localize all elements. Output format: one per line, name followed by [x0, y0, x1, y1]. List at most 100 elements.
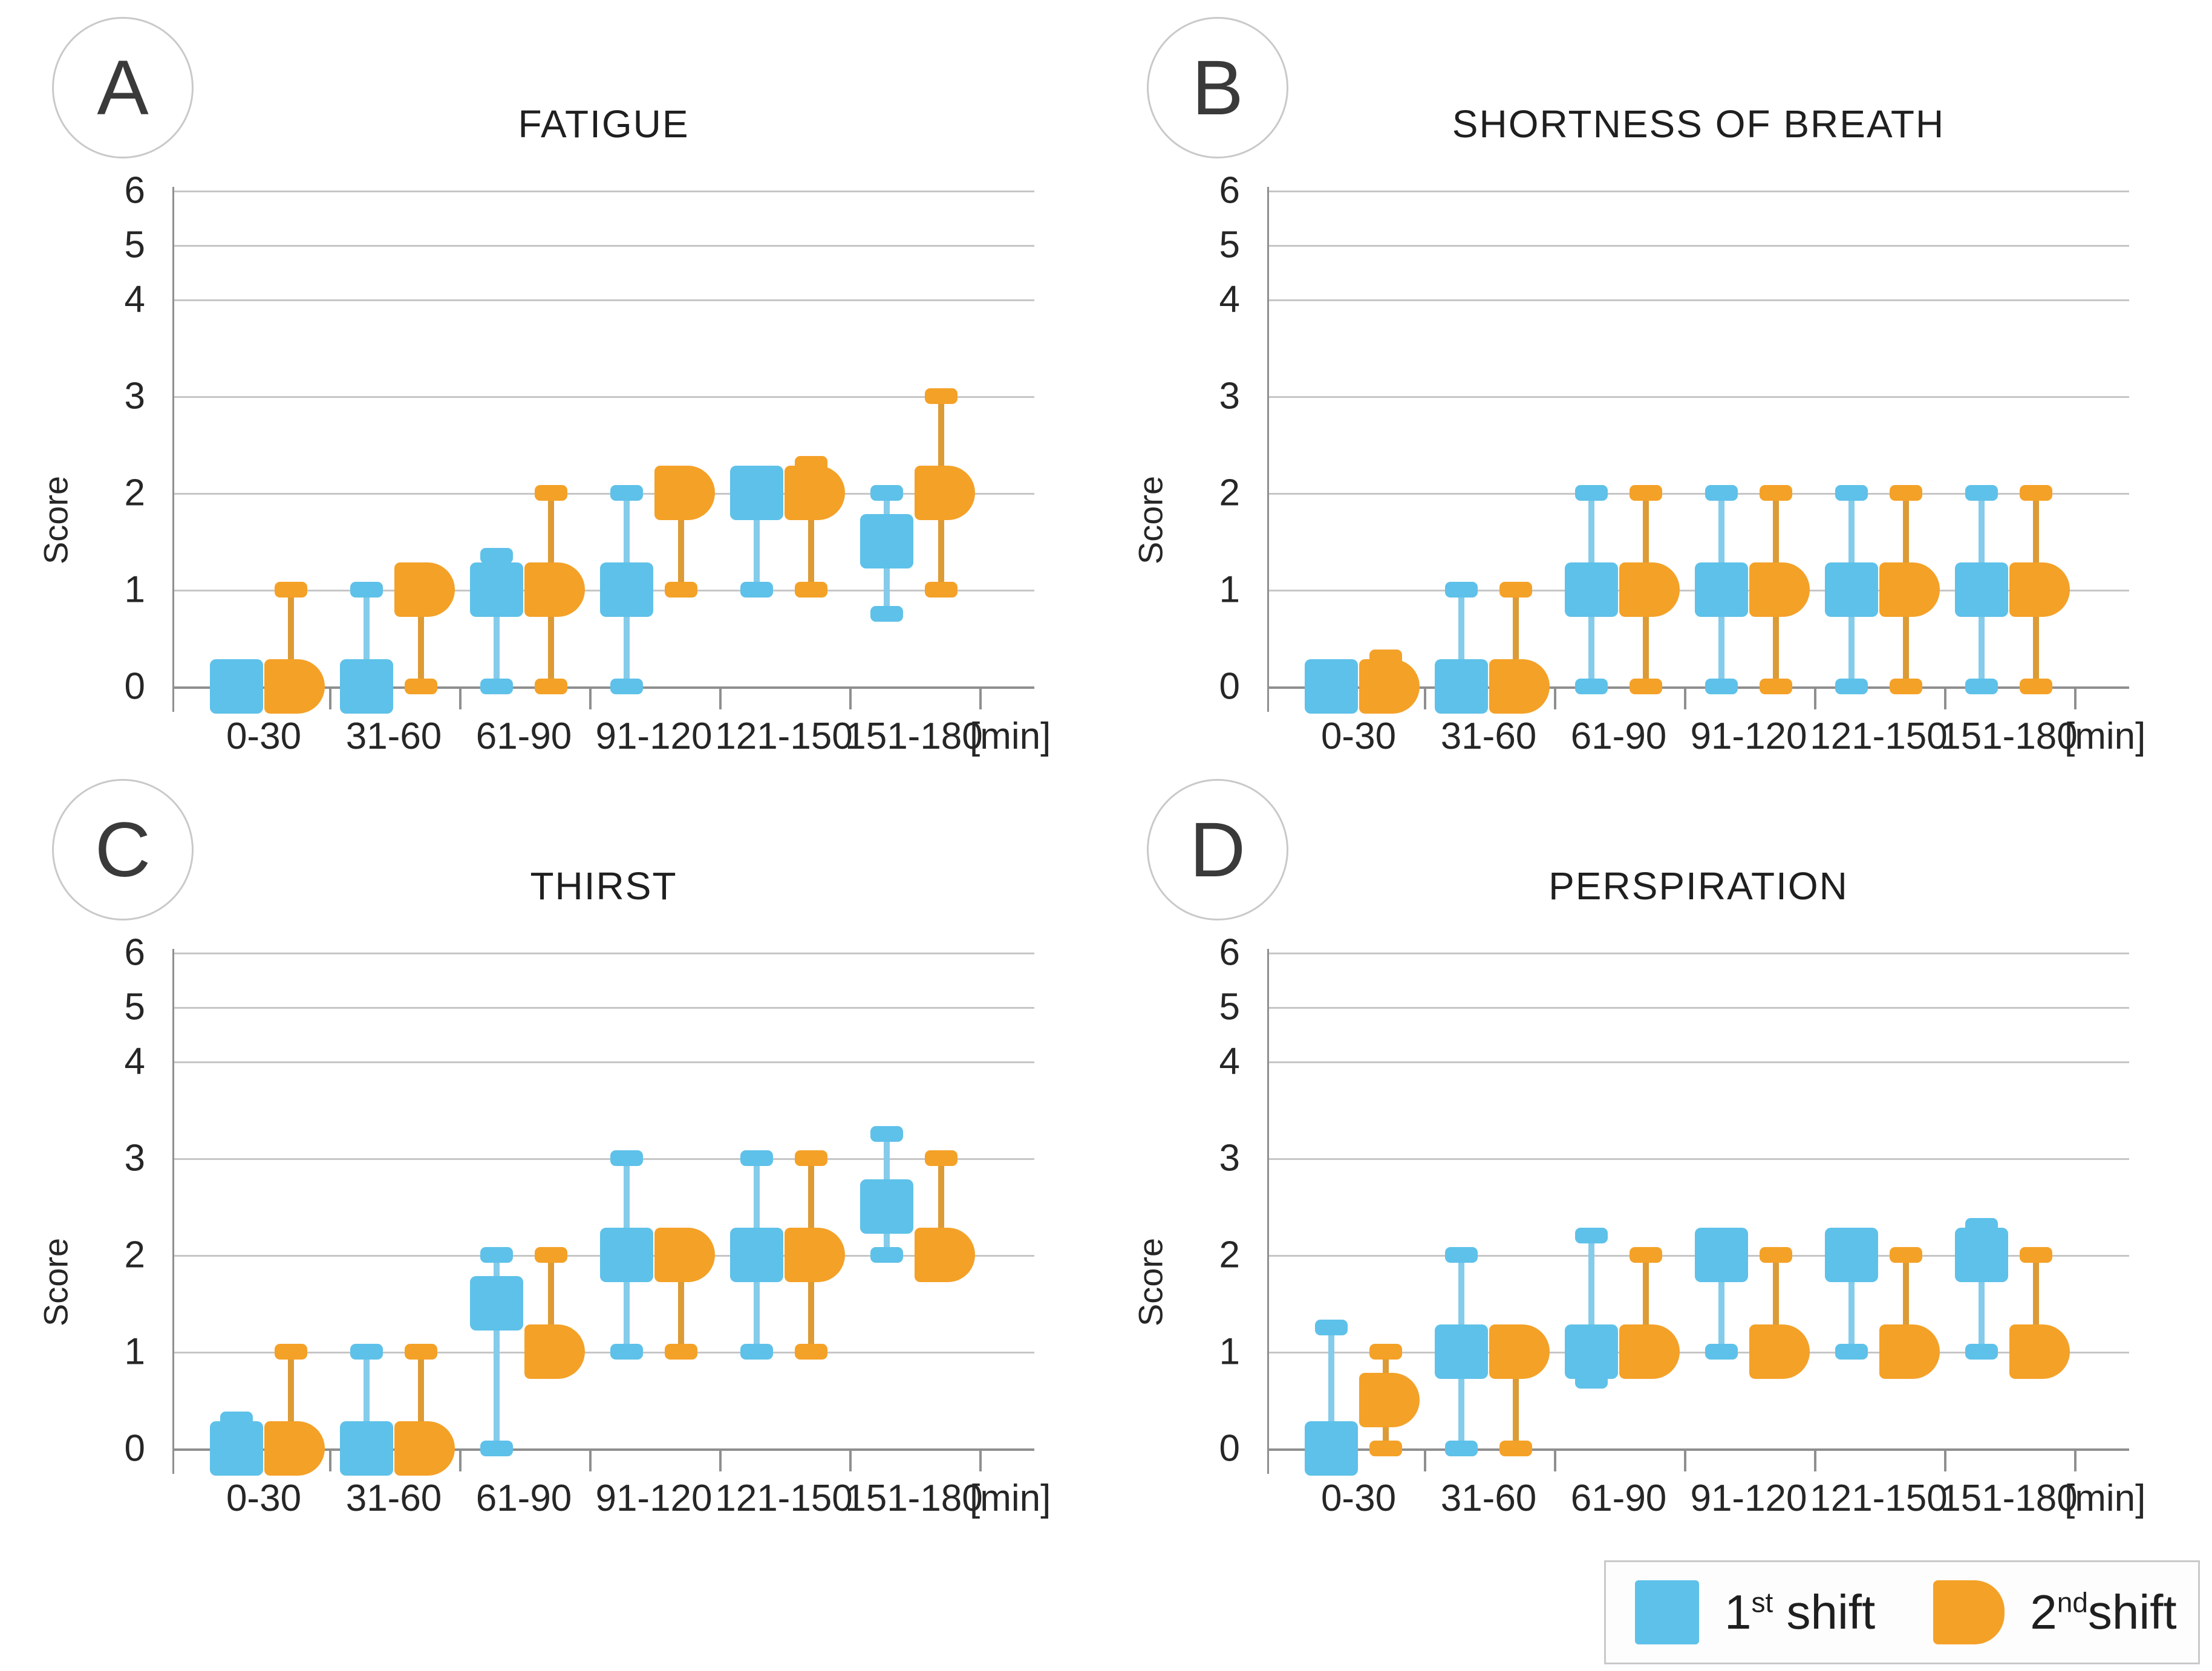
category-label: 91-120	[1690, 1477, 1807, 1519]
category-label: 31-60	[345, 1477, 442, 1519]
panel-shortness-of-breath: B SHORTNESS OF BREATH 0 1 2 3 4 5 6 Score 0-30 31-6…	[1095, 0, 2201, 762]
whisker-cap-second	[1890, 1247, 1922, 1263]
panel-letter: A	[97, 44, 149, 131]
median-box-first	[1305, 1421, 1358, 1476]
y-tick-label: 6	[124, 169, 145, 212]
category-label: 151-180	[1940, 715, 2078, 757]
whisker-cap-second	[2020, 1247, 2052, 1263]
median-box-second	[1359, 1373, 1420, 1427]
whisker-cap-second	[1760, 1247, 1792, 1263]
whisker-cap-second	[275, 1344, 307, 1360]
median-box-first	[210, 1421, 263, 1476]
median-box-first	[1565, 1324, 1618, 1379]
whisker-cap-first	[740, 582, 773, 598]
x-axis-tick	[1554, 1448, 1556, 1471]
x-axis-line	[172, 1448, 1034, 1451]
whisker-cap-first	[1835, 679, 1868, 694]
y-axis-line	[172, 187, 174, 712]
whisker-cap-first	[1965, 1344, 1998, 1360]
x-axis-unit-label: [min]	[2064, 1477, 2146, 1519]
whisker-cap-second	[1630, 485, 1662, 501]
whisker-second	[288, 590, 294, 686]
median-box-first	[470, 1276, 523, 1331]
category-label: 151-180	[845, 1477, 983, 1519]
category-label: 121-150	[715, 715, 853, 757]
gridline	[172, 493, 1034, 495]
median-box-first	[1305, 659, 1358, 714]
panel-letter: C	[94, 806, 151, 893]
x-axis-tick	[849, 686, 852, 709]
median-box-first	[1435, 659, 1488, 714]
median-box-second	[1619, 1324, 1680, 1379]
whisker-second	[938, 1158, 944, 1255]
y-tick-label: 3	[124, 1137, 145, 1179]
median-box-second	[1879, 562, 1940, 617]
legend: 1st shift 2ndshift	[1604, 1560, 2200, 1664]
whisker-cap-first	[350, 1344, 383, 1360]
x-axis-tick	[1814, 1448, 1816, 1471]
gridline	[1267, 953, 2129, 954]
x-axis-tick	[1684, 686, 1686, 709]
y-tick-label: 4	[124, 278, 145, 321]
whisker-cap-second	[1630, 1247, 1662, 1263]
x-axis-tick	[1554, 686, 1556, 709]
x-axis-tick	[1944, 1448, 1946, 1471]
y-tick-label: 3	[124, 375, 145, 417]
gridline	[172, 191, 1034, 192]
y-tick-label: 3	[1219, 375, 1240, 417]
y-tick-label: 5	[1219, 986, 1240, 1028]
whisker-second	[1513, 590, 1519, 686]
x-axis-tick	[979, 686, 982, 709]
whisker-cap-second	[925, 1150, 958, 1166]
whisker-cap-first	[1575, 485, 1608, 501]
y-tick-label: 2	[124, 1234, 145, 1276]
whisker-second	[678, 1255, 684, 1352]
median-box-second	[264, 659, 325, 714]
x-axis-tick	[1684, 1448, 1686, 1471]
gridline	[1267, 1352, 2129, 1353]
whisker-cap-second	[1499, 582, 1532, 598]
median-box-first	[600, 1228, 653, 1282]
median-box-second	[1489, 659, 1550, 714]
whisker-cap-first	[1705, 485, 1738, 501]
x-axis-tick	[329, 1448, 331, 1471]
whisker-cap-second	[275, 582, 307, 598]
whisker-first	[1328, 1327, 1334, 1448]
whisker-cap-first	[610, 1344, 643, 1360]
legend-label-second-shift: 2ndshift	[2030, 1585, 2177, 1639]
panel-fatigue: A FATIGUE 0 1 2 3 4 5 6 Score 0-30 31-60 61-90 91-120…	[0, 0, 1106, 762]
whisker-first	[1848, 1255, 1855, 1352]
y-tick-label: 2	[1219, 1234, 1240, 1276]
median-box-first	[1435, 1324, 1488, 1379]
y-tick-label: 0	[1219, 665, 1240, 708]
x-axis-tick	[589, 686, 592, 709]
x-axis-tick	[719, 686, 722, 709]
whisker-cap-first	[610, 679, 643, 694]
whisker-second	[288, 1352, 294, 1448]
whisker-cap-second	[665, 582, 697, 598]
panel-title: SHORTNESS OF BREATH	[1452, 102, 1945, 146]
median-box-first	[1695, 1228, 1748, 1282]
x-axis-tick	[849, 1448, 852, 1471]
x-axis-tick	[1814, 686, 1816, 709]
gridline	[1267, 299, 2129, 301]
whisker-cap-second	[1890, 485, 1922, 501]
whisker-second	[808, 464, 814, 590]
y-tick-label: 3	[1219, 1137, 1240, 1179]
category-label: 151-180	[845, 715, 983, 757]
gridline	[1267, 191, 2129, 192]
median-box-first	[1825, 562, 1878, 617]
category-label: 0-30	[226, 715, 302, 757]
panel-letter-circle: A	[52, 17, 194, 158]
whisker-cap-second	[795, 1344, 827, 1360]
x-axis-unit-label: [min]	[970, 1477, 1051, 1519]
whisker-cap-second	[1760, 485, 1792, 501]
y-tick-label: 0	[1219, 1427, 1240, 1470]
whisker-first	[494, 1255, 500, 1448]
whisker-cap-first	[1705, 1344, 1738, 1360]
whisker-first	[1718, 1255, 1724, 1352]
whisker-second	[1773, 1255, 1779, 1352]
category-label: 0-30	[226, 1477, 302, 1519]
median-box-second	[2009, 1324, 2070, 1379]
category-label: 0-30	[1320, 715, 1397, 757]
